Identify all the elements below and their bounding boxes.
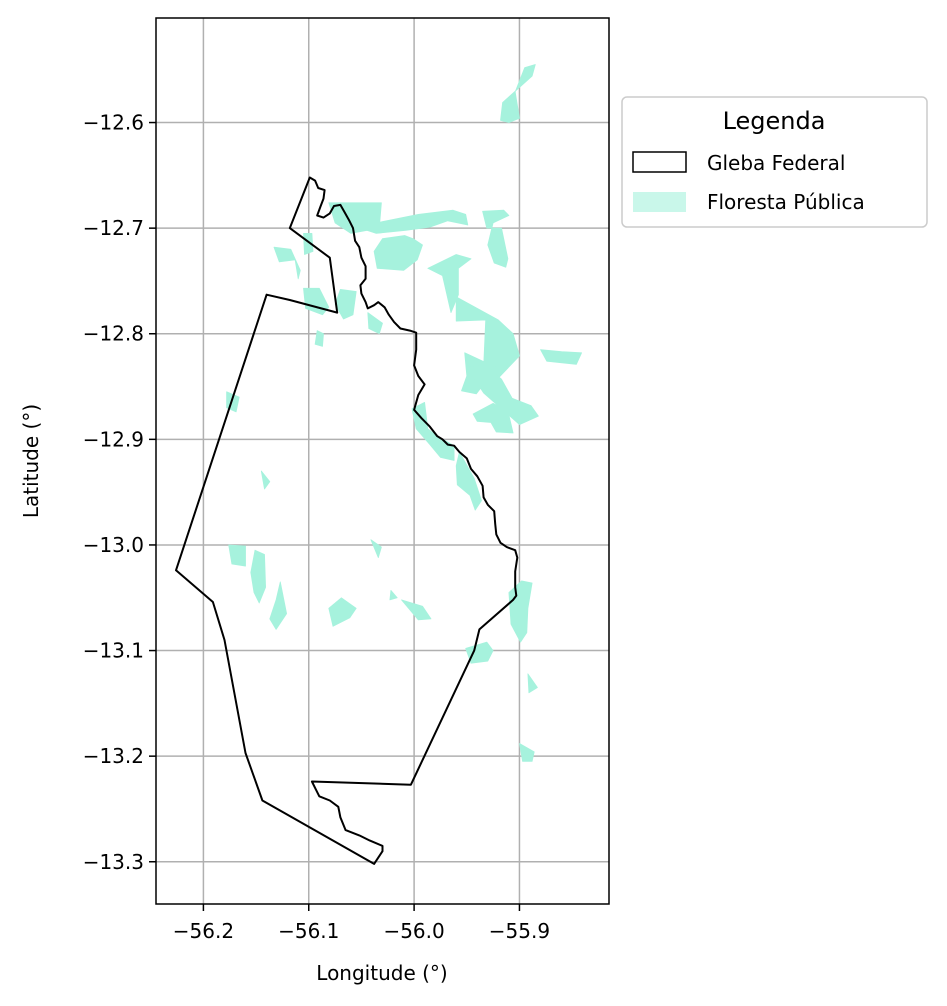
floresta-publica-polygon bbox=[303, 232, 314, 255]
floresta-publica-polygon bbox=[364, 209, 469, 234]
plot-background bbox=[156, 18, 609, 904]
legend-swatch-floresta-publica bbox=[633, 192, 686, 212]
floresta-publica-polygon bbox=[455, 451, 482, 511]
floresta-publica-polygon bbox=[314, 330, 324, 347]
y-tick-label: −13.3 bbox=[83, 850, 144, 874]
x-tick-label: −56.0 bbox=[383, 919, 444, 943]
floresta-publica-polygon bbox=[269, 581, 288, 630]
y-tick-label: −12.6 bbox=[83, 111, 144, 135]
floresta-publica-polygon bbox=[427, 254, 472, 314]
y-axis-ticks: −12.6 −12.7 −12.8 −12.9 −13.0 −13.1 −13.2 −13.3 bbox=[83, 111, 156, 874]
legend-title: Legenda bbox=[723, 107, 826, 135]
floresta-publica-polygon bbox=[373, 235, 423, 271]
floresta-publica-polygon bbox=[527, 673, 538, 694]
floresta-publica-polygon bbox=[328, 597, 357, 627]
floresta-publica-layer bbox=[226, 64, 582, 762]
gleba-federal-layer bbox=[175, 176, 519, 865]
floresta-publica-polygon bbox=[472, 402, 514, 434]
floresta-publica-polygon bbox=[228, 544, 246, 567]
floresta-publica-polygon bbox=[466, 363, 539, 426]
x-axis-label: Longitude (°) bbox=[316, 961, 447, 985]
floresta-publica-polygon bbox=[519, 743, 535, 762]
floresta-publica-polygon bbox=[389, 590, 398, 601]
floresta-publica-polygon bbox=[482, 209, 510, 268]
y-axis-label: Latitude (°) bbox=[19, 404, 43, 518]
y-tick-label: −13.1 bbox=[83, 639, 144, 663]
legend: Legenda Gleba Federal Floresta Pública bbox=[621, 96, 928, 228]
x-axis-ticks: −56.2 −56.1 −56.0 −55.9 bbox=[173, 904, 550, 943]
gleba-federal-boundary bbox=[175, 176, 519, 865]
floresta-publica-polygon bbox=[500, 64, 536, 123]
x-tick-label: −56.1 bbox=[278, 919, 339, 943]
floresta-publica-polygon bbox=[411, 401, 455, 461]
y-tick-label: −13.2 bbox=[83, 744, 144, 768]
floresta-publica-polygon bbox=[370, 539, 382, 558]
x-tick-label: −55.9 bbox=[489, 919, 550, 943]
legend-swatch-gleba-federal bbox=[632, 151, 687, 173]
x-tick-label: −56.2 bbox=[173, 919, 234, 943]
floresta-publica-polygon bbox=[455, 296, 520, 381]
floresta-publica-polygon bbox=[250, 549, 267, 604]
legend-label-gleba-federal: Gleba Federal bbox=[707, 151, 845, 175]
floresta-publica-polygon bbox=[367, 312, 383, 335]
legend-frame bbox=[621, 96, 928, 228]
plot-frame bbox=[155, 17, 610, 905]
floresta-publica-polygon bbox=[273, 246, 301, 280]
y-tick-label: −13.0 bbox=[83, 533, 144, 557]
legend-label-floresta-publica: Floresta Pública bbox=[707, 190, 865, 214]
floresta-publica-polygon bbox=[401, 599, 432, 621]
floresta-publica-polygon bbox=[260, 470, 271, 490]
y-tick-label: −12.8 bbox=[83, 322, 144, 346]
y-tick-label: −12.9 bbox=[83, 427, 144, 451]
y-tick-label: −12.7 bbox=[83, 216, 144, 240]
floresta-publica-polygon bbox=[540, 349, 582, 365]
